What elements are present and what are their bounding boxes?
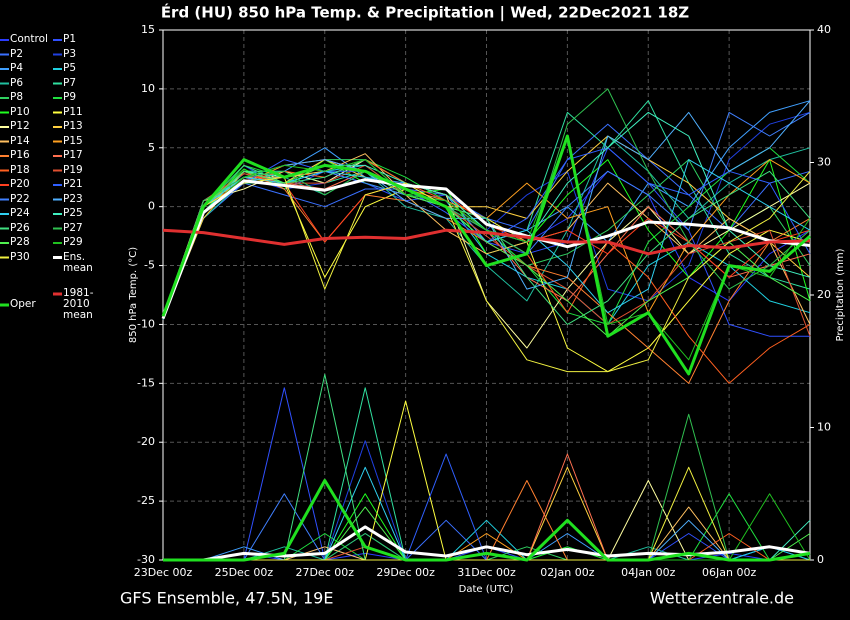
- x-tick-label: 31Dec 00z: [457, 566, 516, 579]
- legend-label: Control: [10, 33, 48, 45]
- x-tick-label: 02Jan 00z: [540, 566, 594, 579]
- legend-label: P29: [63, 236, 83, 248]
- footer-site: Wetterzentrale.de: [650, 589, 794, 608]
- legend-label: P30: [10, 250, 30, 263]
- y-tick-label: 10: [141, 82, 155, 95]
- y-tick-label: -25: [137, 494, 155, 507]
- footer-source: GFS Ensemble, 47.5N, 19E: [120, 589, 333, 608]
- y2-tick-label: 20: [817, 288, 831, 301]
- legend-label: 1981-2010 mean: [63, 287, 94, 321]
- legend-label: Oper: [10, 298, 36, 310]
- temp-line: [162, 170, 811, 373]
- legend-label: P10: [10, 105, 30, 118]
- legend-label: P11: [63, 105, 83, 118]
- legend-label: P2: [10, 47, 24, 60]
- legend-label: P17: [63, 149, 83, 161]
- temp-line: [162, 135, 811, 361]
- legend-label: P19: [63, 163, 83, 176]
- x-tick-label: 29Dec 00z: [376, 566, 435, 579]
- y-tick-label: -5: [144, 259, 155, 272]
- legend-label: P14: [10, 134, 30, 147]
- y-axis-label: 850 hPa Temp. (°C): [128, 247, 139, 343]
- legend-label: Ens. mean: [63, 250, 93, 274]
- y-tick-label: 0: [148, 200, 155, 213]
- legend-label: P21: [63, 178, 83, 190]
- legend-label: P27: [63, 221, 83, 234]
- x-tick-label: 04Jan 00z: [621, 566, 675, 579]
- legend-label: P7: [63, 76, 77, 89]
- y2-tick-label: 10: [817, 421, 831, 434]
- x-tick-label: 06Jan 00z: [702, 566, 756, 579]
- temp-line: [162, 159, 811, 325]
- legend-label: P9: [63, 91, 77, 103]
- legend-label: P6: [10, 76, 24, 89]
- legend-label: P26: [10, 221, 30, 234]
- legend-label: P12: [10, 120, 30, 132]
- y-tick-label: -30: [137, 553, 155, 566]
- y-tick-label: -10: [137, 317, 155, 330]
- x-tick-label: 25Dec 00z: [215, 566, 274, 579]
- legend-label: P22: [10, 192, 30, 205]
- legend-label: P4: [10, 62, 24, 74]
- temp-line: [161, 134, 811, 376]
- legend-label: P24: [10, 207, 30, 219]
- legend-label: P28: [10, 236, 30, 248]
- y-tick-label: -15: [137, 376, 155, 389]
- legend-label: P23: [63, 192, 83, 205]
- legend-label: P20: [10, 178, 30, 190]
- legend-label: P15: [63, 134, 83, 147]
- x-axis-label: Date (UTC): [459, 584, 514, 595]
- temp-line: [162, 228, 811, 256]
- x-tick-label: 27Dec 00z: [295, 566, 354, 579]
- chart-title: Érd (HU) 850 hPa Temp. & Precipitation |…: [161, 3, 689, 23]
- y-tick-label: 15: [141, 23, 155, 36]
- y-tick-label: -20: [137, 435, 155, 448]
- y2-tick-label: 40: [817, 23, 831, 36]
- y2-tick-label: 30: [817, 156, 831, 169]
- legend-label: P13: [63, 120, 83, 132]
- y2-tick-label: 0: [817, 553, 824, 566]
- y2-axis-label: Precipitation (mm): [835, 248, 846, 341]
- legend-label: P5: [63, 62, 77, 74]
- legend-label: P8: [10, 91, 24, 103]
- legend-label: P3: [63, 47, 77, 60]
- legend-label: P16: [10, 149, 30, 161]
- x-tick-label: 23Dec 00z: [134, 566, 193, 579]
- legend-label: P18: [10, 163, 30, 176]
- legend-label: P25: [63, 207, 83, 219]
- precip-line: [163, 466, 810, 561]
- precip-line: [163, 479, 811, 562]
- temp-line: [161, 178, 811, 320]
- legend-label: P1: [63, 33, 77, 45]
- y-tick-label: 5: [148, 141, 155, 154]
